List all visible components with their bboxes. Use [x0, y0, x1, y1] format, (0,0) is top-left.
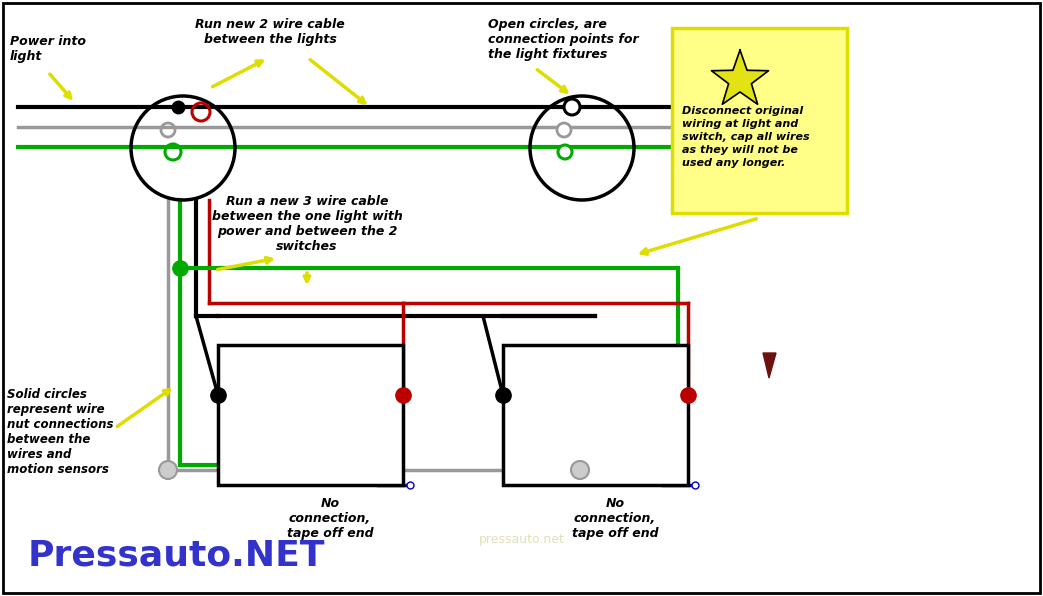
Bar — [672, 28, 847, 213]
Text: Pressauto.NET: Pressauto.NET — [28, 538, 325, 572]
Circle shape — [558, 145, 572, 159]
Text: pressauto.net: pressauto.net — [479, 533, 565, 547]
Text: Power into
light: Power into light — [10, 35, 86, 63]
Text: Run new 2 wire cable
between the lights: Run new 2 wire cable between the lights — [195, 18, 345, 46]
Text: No
connection,
tape off end: No connection, tape off end — [572, 497, 658, 540]
Circle shape — [564, 99, 580, 115]
Circle shape — [557, 123, 571, 137]
Circle shape — [159, 461, 177, 479]
Text: Run a new 3 wire cable
between the one light with
power and between the 2
switch: Run a new 3 wire cable between the one l… — [212, 195, 403, 253]
Bar — [503, 345, 688, 485]
Text: Disconnect original
wiring at light and
switch, cap all wires
as they will not b: Disconnect original wiring at light and … — [682, 105, 809, 169]
Circle shape — [571, 461, 589, 479]
Polygon shape — [711, 50, 769, 104]
Bar — [218, 345, 403, 485]
Text: Open circles, are
connection points for
the light fixtures: Open circles, are connection points for … — [488, 18, 638, 61]
Text: Solid circles
represent wire
nut connections
between the
wires and
motion sensor: Solid circles represent wire nut connect… — [7, 388, 114, 476]
Polygon shape — [763, 353, 776, 378]
Text: No
connection,
tape off end: No connection, tape off end — [287, 497, 373, 540]
